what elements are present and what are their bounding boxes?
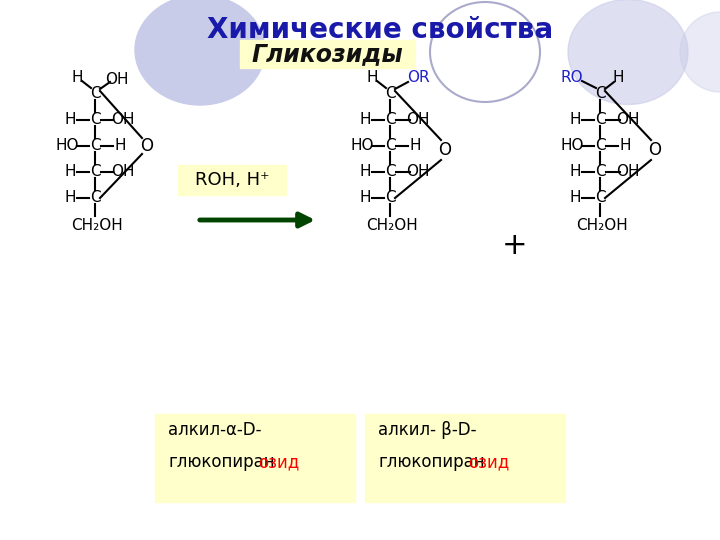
- Text: RO: RO: [561, 71, 583, 85]
- Text: +: +: [502, 231, 528, 260]
- Text: H: H: [359, 112, 371, 127]
- Text: H: H: [114, 138, 126, 153]
- Text: C: C: [595, 112, 606, 127]
- Text: C: C: [384, 138, 395, 153]
- Text: алкил- β-D-: алкил- β-D-: [378, 421, 477, 439]
- Text: C: C: [90, 165, 100, 179]
- Bar: [240, 40, 415, 68]
- Text: озид: озид: [468, 453, 509, 471]
- Text: CH₂OH: CH₂OH: [71, 218, 123, 233]
- Text: H: H: [359, 191, 371, 206]
- Ellipse shape: [135, 0, 265, 105]
- Text: H: H: [71, 71, 83, 85]
- Text: C: C: [595, 165, 606, 179]
- Text: H: H: [366, 71, 378, 85]
- Text: C: C: [90, 112, 100, 127]
- Text: OH: OH: [616, 165, 640, 179]
- Bar: [365, 414, 565, 502]
- Text: глюкопиран: глюкопиран: [168, 453, 274, 471]
- Text: ROH, H⁺: ROH, H⁺: [194, 171, 269, 189]
- Ellipse shape: [568, 0, 688, 105]
- Ellipse shape: [680, 12, 720, 92]
- Text: C: C: [90, 85, 100, 100]
- Text: O: O: [438, 141, 451, 159]
- Text: H: H: [570, 191, 581, 206]
- Text: OH: OH: [112, 112, 135, 127]
- Text: HO: HO: [560, 138, 584, 153]
- Text: CH₂OH: CH₂OH: [576, 218, 628, 233]
- Text: OH: OH: [406, 165, 430, 179]
- Text: H: H: [619, 138, 631, 153]
- Text: озид: озид: [258, 453, 300, 471]
- Text: Гликозиды: Гликозиды: [251, 42, 403, 66]
- Text: C: C: [595, 85, 606, 100]
- Bar: [178, 165, 286, 195]
- Text: H: H: [409, 138, 420, 153]
- Text: HO: HO: [55, 138, 78, 153]
- Text: H: H: [64, 191, 76, 206]
- Text: OR: OR: [407, 71, 429, 85]
- Text: C: C: [595, 138, 606, 153]
- Text: CH₂OH: CH₂OH: [366, 218, 418, 233]
- Text: алкил-α-D-: алкил-α-D-: [168, 421, 261, 439]
- Text: C: C: [90, 138, 100, 153]
- Text: H: H: [64, 112, 76, 127]
- Text: H: H: [359, 165, 371, 179]
- Text: H: H: [64, 165, 76, 179]
- Text: C: C: [90, 191, 100, 206]
- Text: OH: OH: [406, 112, 430, 127]
- Bar: [155, 414, 355, 502]
- Text: OH: OH: [112, 165, 135, 179]
- Text: H: H: [570, 112, 581, 127]
- Text: C: C: [595, 191, 606, 206]
- Text: O: O: [649, 141, 662, 159]
- Text: C: C: [384, 191, 395, 206]
- Text: C: C: [384, 85, 395, 100]
- Text: C: C: [384, 165, 395, 179]
- Text: глюкопиран: глюкопиран: [378, 453, 485, 471]
- Text: C: C: [384, 112, 395, 127]
- Text: H: H: [570, 165, 581, 179]
- Text: HO: HO: [350, 138, 374, 153]
- Text: OH: OH: [105, 71, 129, 86]
- Text: H: H: [612, 71, 624, 85]
- Ellipse shape: [430, 2, 540, 102]
- Text: O: O: [140, 137, 153, 155]
- Text: Химические свойства: Химические свойства: [207, 16, 553, 44]
- Text: OH: OH: [616, 112, 640, 127]
